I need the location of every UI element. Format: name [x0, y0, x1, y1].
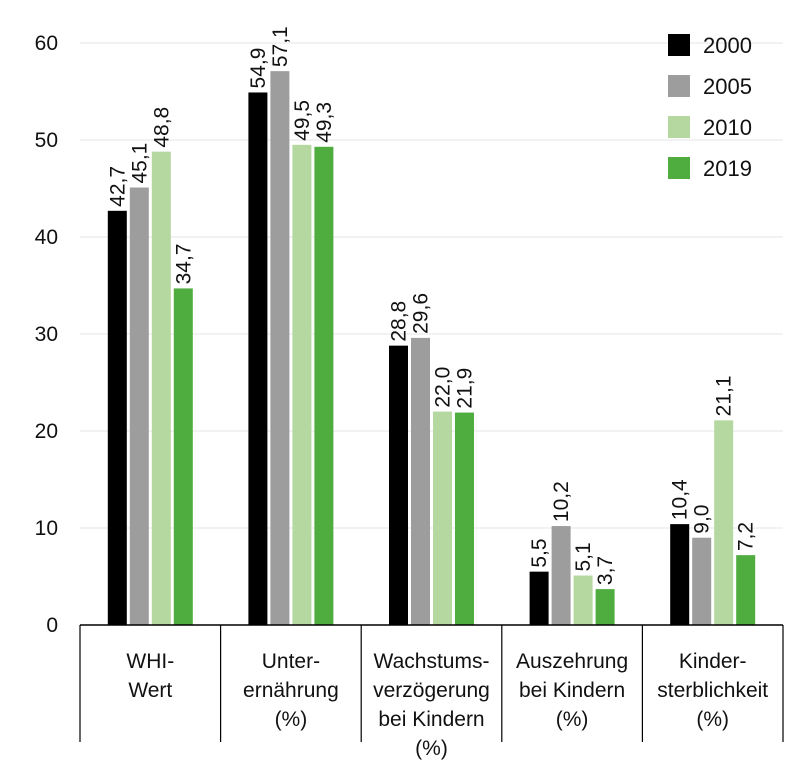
data-label: 3,7	[594, 556, 617, 585]
data-label: 42,7	[106, 166, 129, 207]
data-label: 49,5	[291, 100, 314, 141]
category-label: WHI- Wert	[126, 650, 174, 702]
data-labels: 42,745,148,8 34,7 54,957,1 49,5 49,3 28,8 29,6…	[106, 26, 757, 585]
category-label-line: Kinder-	[679, 650, 747, 673]
gridlines	[80, 42, 783, 529]
data-label: 9,0	[691, 504, 714, 533]
legend-swatch	[668, 116, 690, 138]
bar	[314, 146, 334, 626]
legend-label: 2010	[703, 115, 752, 140]
data-label: 10,4	[669, 479, 692, 520]
legend-label: 2005	[703, 74, 752, 99]
bar	[670, 524, 690, 625]
category-label-line: Unter-	[262, 650, 320, 673]
category-label-line: bei Kindern	[378, 708, 484, 731]
category-label: Wachstums-verzögerung bei Kindern (%)	[373, 650, 490, 760]
bar	[736, 555, 756, 625]
category-label-line: Auszehrung	[516, 650, 628, 673]
data-label: 22,0	[432, 367, 455, 408]
data-label: 28,8	[388, 301, 411, 342]
bar	[529, 571, 549, 625]
y-tick-label: 20	[35, 420, 58, 443]
y-axis-ticks: 0 10 20 30 40 50 60	[35, 32, 58, 637]
bar	[107, 210, 127, 625]
category-label-line: Wert	[128, 679, 172, 702]
bar	[714, 420, 734, 625]
category-label-line: verzögerung	[373, 679, 490, 702]
y-tick-label: 40	[35, 226, 58, 249]
bar	[173, 288, 193, 625]
bar	[573, 575, 593, 625]
data-label: 54,9	[247, 48, 270, 89]
y-tick-label: 0	[46, 614, 58, 637]
bar	[389, 345, 408, 625]
x-axis	[79, 624, 784, 742]
category-label-line: bei Kindern	[519, 679, 625, 702]
legend-swatch	[668, 75, 690, 97]
data-label: 57,1	[269, 26, 292, 67]
data-label: 34,7	[172, 244, 195, 285]
bar	[551, 526, 571, 625]
data-label: 21,1	[713, 375, 736, 416]
bar	[595, 589, 615, 625]
legend: 2000 2005 2010 2019	[668, 33, 752, 181]
category-label-line: sterblichkeit	[657, 679, 768, 702]
category-label: Kinder-sterblichkeit (%)	[657, 650, 768, 731]
category-label-line: (%)	[696, 708, 729, 731]
bar	[433, 411, 452, 625]
category-label-line: (%)	[415, 737, 448, 760]
bar	[455, 412, 474, 625]
data-label: 5,5	[528, 538, 551, 567]
bar	[411, 337, 430, 625]
category-label-line: (%)	[275, 708, 308, 731]
bar	[270, 71, 290, 625]
data-label: 21,9	[454, 368, 477, 409]
y-tick-label: 30	[35, 323, 58, 346]
category-label: Auszehrung bei Kindern (%)	[516, 650, 628, 731]
bar	[692, 537, 712, 625]
y-tick-label: 60	[35, 32, 58, 55]
data-label: 49,3	[313, 102, 336, 143]
bar	[151, 151, 171, 625]
category-label: Unter-ernährung (%)	[243, 650, 339, 731]
bar	[248, 92, 268, 626]
category-label-line: (%)	[556, 708, 589, 731]
category-label-line: Wachstums-	[374, 650, 490, 673]
legend-label: 2000	[703, 33, 752, 58]
legend-swatch	[668, 157, 690, 179]
category-label-line: ernährung	[243, 679, 339, 702]
bar	[292, 144, 312, 625]
data-label: 29,6	[410, 293, 433, 334]
category-label-line: WHI-	[126, 650, 174, 673]
data-label: 48,8	[150, 107, 173, 148]
data-label: 45,1	[128, 143, 151, 184]
bars	[107, 71, 756, 626]
data-label: 7,2	[735, 522, 758, 551]
bar	[129, 187, 149, 625]
legend-swatch	[668, 34, 690, 56]
y-tick-label: 50	[35, 129, 58, 152]
y-tick-label: 10	[35, 517, 58, 540]
legend-label: 2019	[703, 156, 752, 181]
data-label: 5,1	[572, 542, 595, 571]
data-label: 10,2	[550, 481, 573, 522]
